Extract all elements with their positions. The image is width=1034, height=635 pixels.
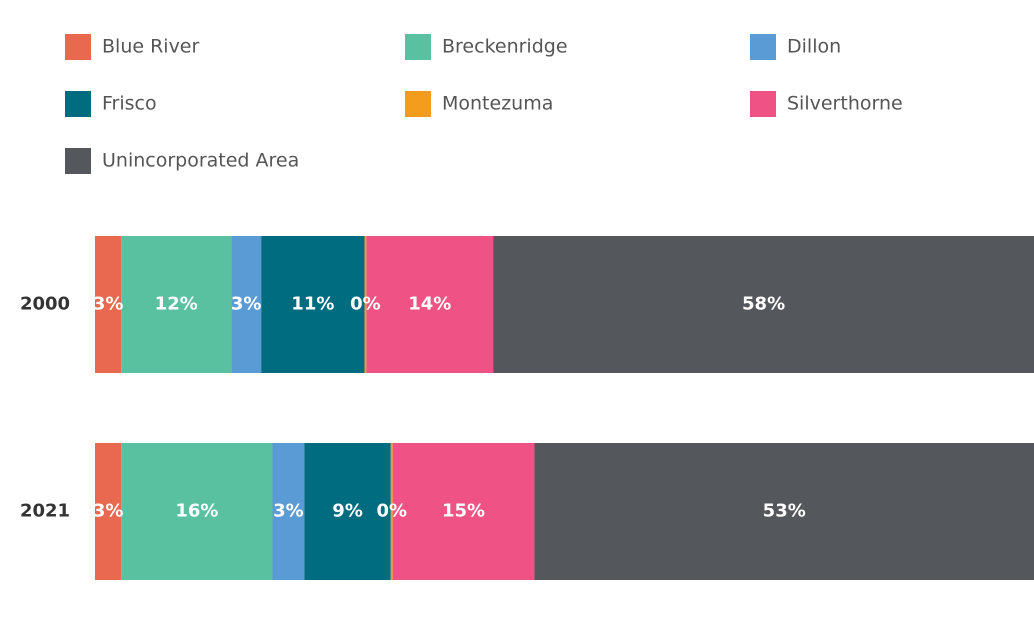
bar-segment xyxy=(366,236,494,373)
legend-swatch xyxy=(65,148,91,174)
legend-swatch xyxy=(405,34,431,60)
data-label: 0% xyxy=(376,501,407,522)
data-label: 0% xyxy=(350,294,381,315)
bar-segment xyxy=(304,443,391,580)
data-label: 12% xyxy=(155,294,198,315)
bar-segment xyxy=(390,443,393,580)
legend-swatch xyxy=(65,91,91,117)
legend-swatch xyxy=(65,34,91,60)
legend-label: Breckenridge xyxy=(442,36,568,58)
legend-label: Montezuma xyxy=(442,93,553,115)
data-label: 3% xyxy=(93,501,124,522)
data-label: 53% xyxy=(763,501,806,522)
legend-label: Frisco xyxy=(102,93,157,115)
data-label: 3% xyxy=(93,294,124,315)
legend-swatch xyxy=(750,91,776,117)
data-label: 58% xyxy=(742,294,785,315)
y-tick-label: 2021 xyxy=(20,501,70,522)
bar-segment xyxy=(272,443,305,580)
legend-swatch xyxy=(750,34,776,60)
data-label: 14% xyxy=(408,294,451,315)
bar-segment xyxy=(121,236,232,373)
data-label: 16% xyxy=(175,501,218,522)
bar-segment xyxy=(231,236,262,373)
bar-segment xyxy=(364,236,367,373)
bar-segment xyxy=(534,443,1034,580)
data-label: 3% xyxy=(231,294,262,315)
legend-label: Blue River xyxy=(102,36,199,58)
legend-label: Silverthorne xyxy=(787,93,903,115)
bar-segment xyxy=(261,236,365,373)
legend-label: Unincorporated Area xyxy=(102,150,299,172)
legend-swatch xyxy=(405,91,431,117)
data-label: 3% xyxy=(273,501,304,522)
bar-segment xyxy=(392,443,535,580)
data-label: 11% xyxy=(291,294,334,315)
bar-segment xyxy=(95,443,122,580)
data-label: 9% xyxy=(332,501,363,522)
data-label: 15% xyxy=(442,501,485,522)
bar-segment xyxy=(95,236,122,373)
y-tick-label: 2000 xyxy=(20,294,70,315)
bar-segment xyxy=(493,236,1034,373)
bar-segment xyxy=(121,443,273,580)
legend-label: Dillon xyxy=(787,36,841,58)
